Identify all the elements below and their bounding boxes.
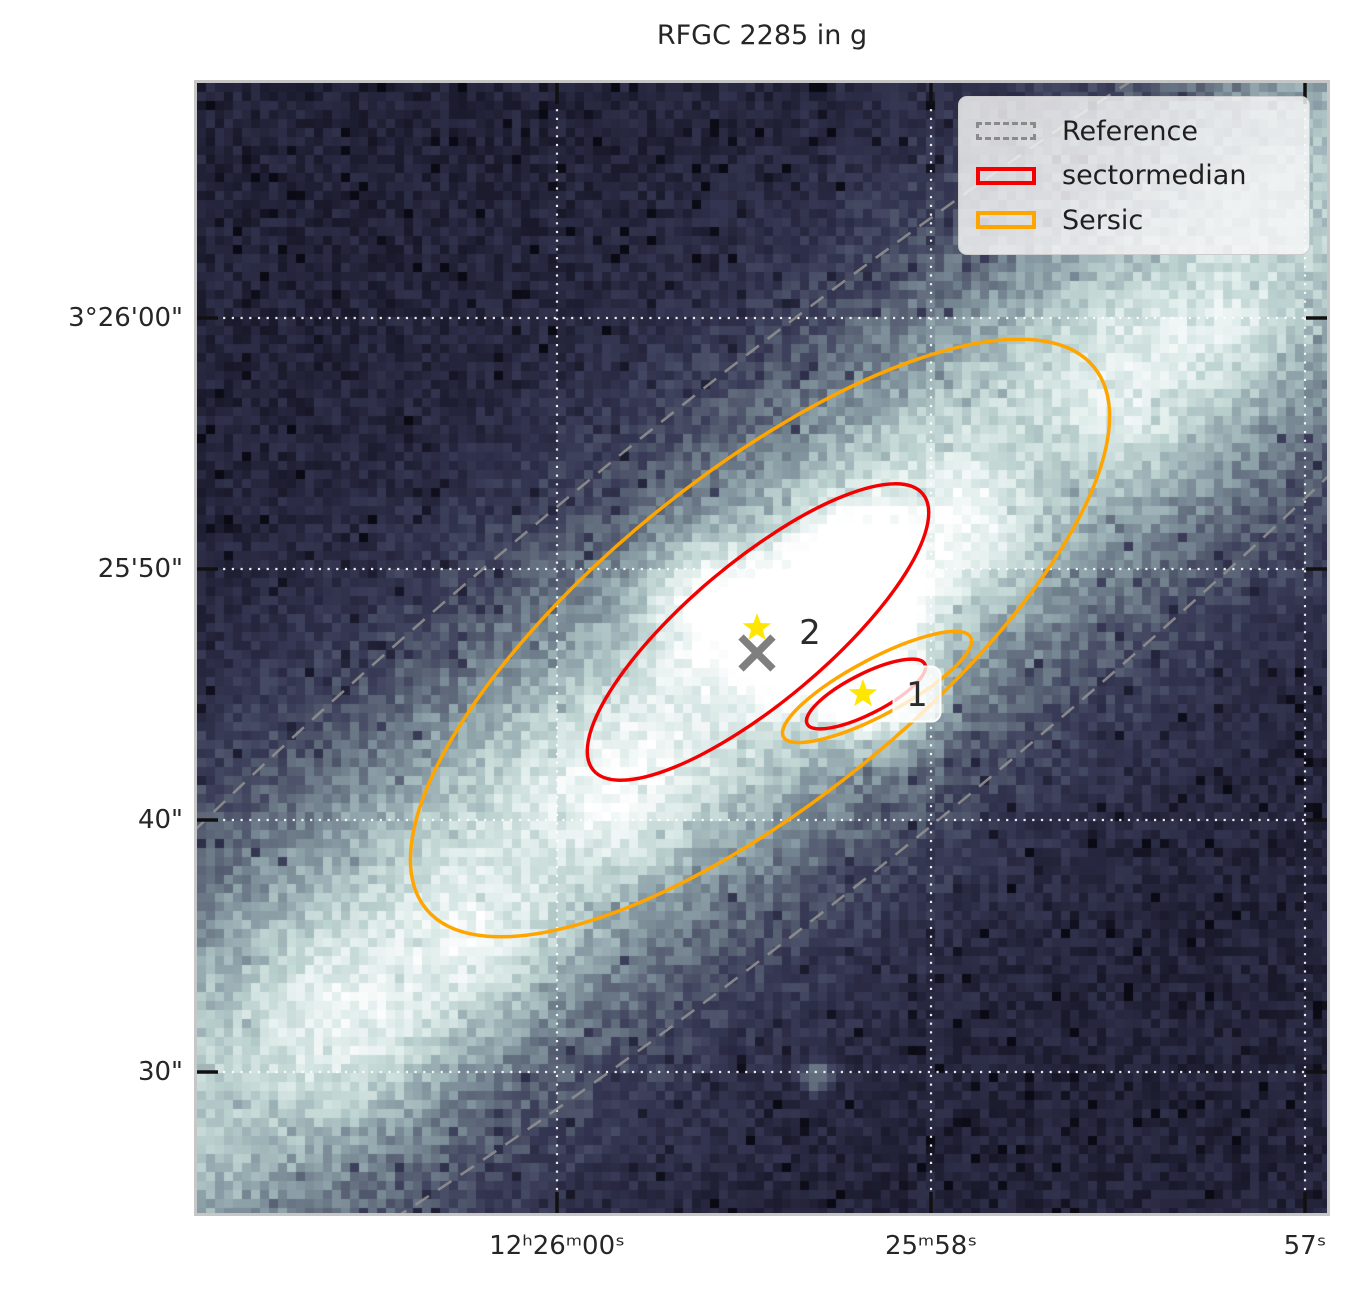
legend-row-reference: Reference bbox=[973, 109, 1295, 153]
sersic-swatch-icon bbox=[976, 211, 1036, 229]
page-title: RFGC 2285 in g bbox=[656, 20, 868, 51]
legend-row-sersic: Sersic bbox=[973, 198, 1295, 242]
y-tick-label: 40" bbox=[137, 805, 183, 835]
component-label-1: 1 bbox=[906, 675, 928, 715]
component-label-2: 2 bbox=[799, 613, 821, 653]
reference-swatch-icon bbox=[976, 122, 1036, 140]
star-2-icon bbox=[742, 613, 772, 641]
component-label-box bbox=[785, 603, 835, 661]
y-tick-label: 3°26'00" bbox=[68, 303, 183, 333]
ellipse-sersic-outer bbox=[408, 337, 1112, 939]
sectormedian-swatch-icon bbox=[976, 166, 1036, 185]
x-tick-label: 12ʰ26ᵐ00ˢ bbox=[489, 1231, 625, 1261]
ellipse-sersic-inner bbox=[780, 629, 974, 745]
legend: Reference sectormedian Sersic bbox=[958, 96, 1310, 255]
plot-overlay: 21 bbox=[197, 83, 1327, 1213]
star-1-icon bbox=[848, 679, 878, 707]
ellipse-sectormedian-outer bbox=[585, 482, 931, 782]
x-marker-icon bbox=[738, 634, 776, 672]
y-tick-label: 25'50" bbox=[97, 554, 183, 584]
legend-label-sersic: Sersic bbox=[1062, 204, 1144, 236]
ellipse-sectormedian-inner bbox=[804, 657, 928, 731]
legend-label-reference: Reference bbox=[1062, 115, 1198, 147]
x-tick-label: 57ˢ bbox=[1283, 1231, 1327, 1261]
legend-row-sectormedian: sectormedian bbox=[973, 154, 1295, 198]
ellipse-reference bbox=[197, 83, 1327, 1213]
y-tick-label: 30" bbox=[137, 1057, 183, 1087]
x-tick-label: 25ᵐ58ˢ bbox=[884, 1231, 978, 1261]
legend-label-sectormedian: sectormedian bbox=[1062, 160, 1247, 191]
component-label-box bbox=[892, 665, 942, 723]
